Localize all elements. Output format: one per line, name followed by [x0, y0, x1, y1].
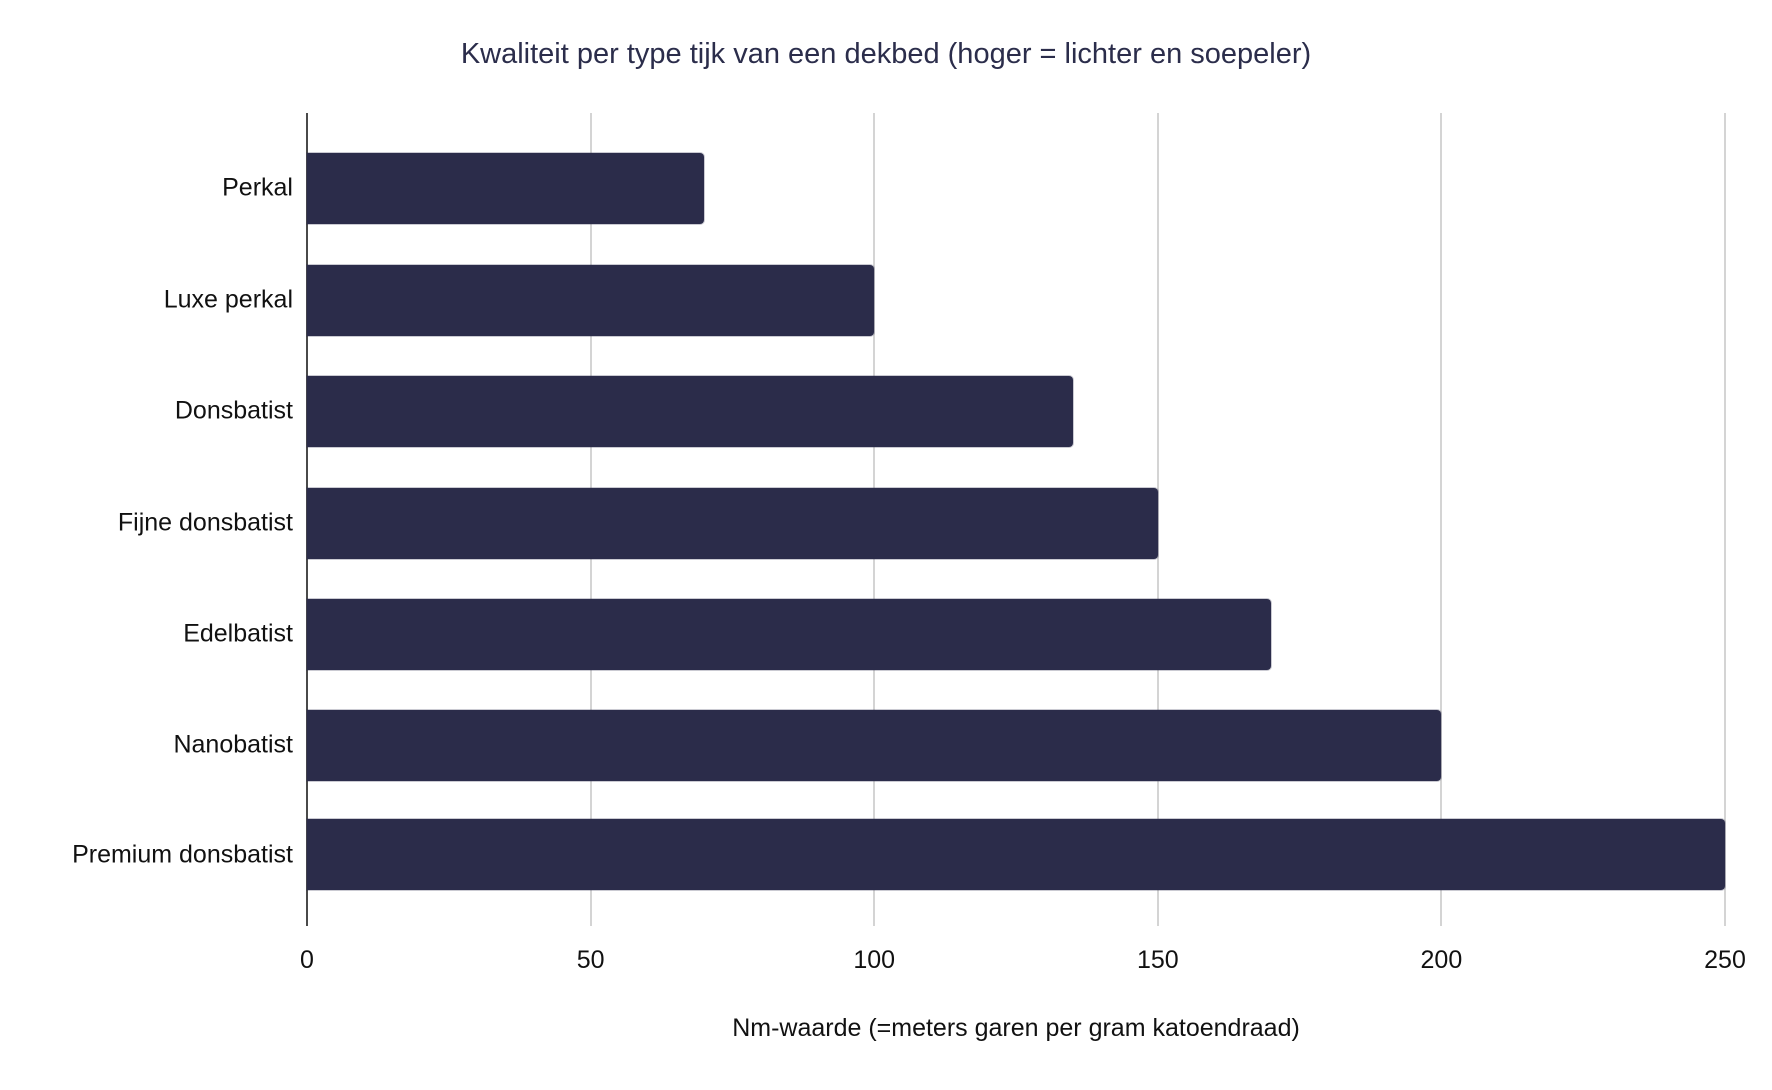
y-tick-label: Edelbatist	[183, 619, 293, 648]
bar-edelbatist	[307, 599, 1272, 670]
gridline-250	[1724, 113, 1726, 926]
x-tick-label: 0	[300, 946, 314, 974]
bar-donsbatist	[307, 376, 1073, 447]
chart-title: Kwaliteit per type tijk van een dekbed (…	[460, 38, 1312, 70]
x-tick-label: 50	[576, 946, 605, 974]
x-tick-label: 250	[1704, 946, 1746, 974]
x-axis-title: Nm-waarde (=meters garen per gram katoen…	[732, 1014, 1300, 1042]
y-tick-label: Perkal	[222, 173, 293, 202]
bar-nanobatist	[307, 710, 1442, 781]
bar-fijne-donsbatist	[307, 488, 1158, 559]
bar-luxe-perkal	[307, 265, 875, 336]
y-tick-label: Nanobatist	[173, 730, 293, 759]
gridline-150	[1156, 113, 1159, 926]
y-tick-label: Premium donsbatist	[72, 840, 293, 869]
plot-area	[306, 113, 1726, 926]
x-tick-label: 200	[1420, 946, 1463, 974]
x-tick-label: 150	[1136, 946, 1179, 974]
bar-premium-donsbatist	[307, 819, 1725, 890]
x-tick-label: 100	[853, 946, 896, 974]
bar-perkal	[307, 153, 705, 224]
y-tick-label: Fijne donsbatist	[117, 508, 293, 537]
y-tick-label: Luxe perkal	[163, 285, 293, 314]
gridline-200	[1440, 113, 1443, 926]
y-tick-label: Donsbatist	[174, 396, 293, 425]
